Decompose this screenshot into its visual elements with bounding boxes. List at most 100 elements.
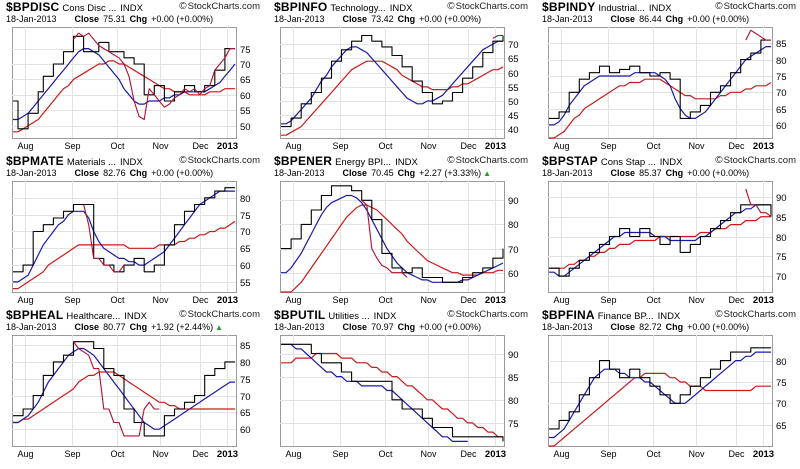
y-tick-label: 85 (776, 213, 787, 224)
chart-info-row: 18-Jan-2013 Close 82.72 Chg +0.00 (+0.00%) (542, 322, 749, 333)
brand-watermark: ©StockCharts.com (179, 309, 260, 320)
chart-description: Energy BPI... (335, 157, 392, 168)
copyright-icon: © (715, 309, 723, 320)
x-tick-label: Nov (420, 449, 437, 459)
change-value: +0.00 (+0.00%) (419, 322, 482, 332)
x-tick-label: 2013 (217, 295, 238, 306)
y-tick-label: 70 (508, 40, 519, 51)
chart-info-row: 18-Jan-2013 Close 86.44 Chg +0.00 (+0.00%) (542, 14, 749, 25)
chart-date: 18-Jan-2013 (6, 168, 57, 178)
copyright-icon: © (179, 1, 187, 12)
change-label: Chg (397, 14, 416, 24)
chart-exchange: INDX (657, 311, 681, 322)
y-tick-label: 75 (776, 378, 787, 389)
x-tick-label: Sep (64, 141, 80, 151)
x-tick-label: Dec (460, 449, 477, 459)
brand-name: StockCharts.com (187, 155, 260, 166)
chart-symbol: $BPINDY (542, 0, 596, 14)
brand-name: StockCharts.com (455, 155, 528, 166)
close-label: Close (74, 14, 100, 24)
y-tick-label: 60 (240, 425, 251, 436)
x-tick-label: Sep (64, 295, 80, 305)
close-label: Close (342, 14, 368, 24)
close-label: Close (342, 322, 368, 332)
y-tick-label: 60 (240, 261, 251, 272)
chart-header: $BPINFO Technology... INDX (274, 0, 412, 14)
change-label: Chg (129, 322, 148, 332)
brand-name: StockCharts.com (723, 155, 796, 166)
line-chart: 60 70 80 90 Aug Sep Oct Nov Dec 2013 (280, 181, 519, 306)
x-tick-label: Oct (646, 141, 661, 151)
y-tick-label: 85 (508, 373, 519, 384)
chart-info-row: 18-Jan-2013 Close 85.37 Chg +0.00 (+0.00%) (542, 168, 749, 179)
brand-name: StockCharts.com (187, 309, 260, 320)
chart-description: Cons Disc ... (62, 3, 117, 14)
x-tick-label: 2013 (485, 141, 506, 152)
x-tick-label: Dec (460, 295, 477, 305)
y-tick-label: 70 (776, 88, 787, 99)
chart-description: Cons Stap ... (600, 157, 656, 168)
chart-date: 18-Jan-2013 (6, 322, 57, 332)
series-price (281, 34, 504, 128)
y-tick-label: 65 (240, 75, 251, 86)
series-ma-short (13, 190, 235, 283)
series-price-recent (73, 341, 160, 437)
close-value: 70.45 (371, 168, 394, 178)
change-label: Chg (129, 14, 148, 24)
x-tick-label: 2013 (753, 141, 774, 152)
x-tick-label: Sep (600, 141, 616, 151)
x-tick-label: Sep (332, 449, 348, 459)
change-value: +1.92 (+2.44%) (151, 322, 214, 332)
y-tick-label: 90 (776, 193, 787, 204)
y-tick-label: 50 (240, 122, 251, 133)
x-tick-label: Sep (332, 141, 348, 151)
x-tick-label: Nov (688, 449, 705, 459)
x-tick-label: 2013 (485, 449, 506, 460)
y-tick-label: 55 (240, 278, 251, 289)
line-chart: 75 80 85 90 Aug Sep Oct Nov Dec 2013 (280, 335, 519, 460)
x-tick-label: Aug (285, 449, 301, 459)
y-tick-label: 65 (240, 244, 251, 255)
y-tick-label: 80 (776, 56, 787, 67)
x-tick-label: Oct (646, 449, 661, 459)
x-tick-label: Oct (646, 295, 661, 305)
x-tick-label: Nov (152, 295, 169, 305)
y-tick-label: 75 (776, 72, 787, 83)
x-tick-label: Sep (64, 449, 80, 459)
chart-panel-bpstap: $BPSTAP Cons Stap ... INDX ©StockCharts.com… (538, 154, 800, 308)
chart-date: 18-Jan-2013 (6, 14, 57, 24)
chart-date: 18-Jan-2013 (274, 14, 325, 24)
change-value: +0.00 (+0.00%) (419, 14, 482, 24)
copyright-icon: © (447, 309, 455, 320)
change-label: Chg (665, 14, 684, 24)
x-tick-label: 2013 (753, 449, 774, 460)
change-value: +0.00 (+0.00%) (151, 168, 214, 178)
brand-name: StockCharts.com (455, 309, 528, 320)
series-price (13, 35, 235, 130)
x-tick-label: 2013 (217, 141, 238, 152)
chart-header: $BPMATE Materials ... INDX (6, 154, 143, 168)
change-value: +0.00 (+0.00%) (151, 14, 214, 24)
copyright-icon: © (715, 1, 723, 12)
brand-watermark: ©StockCharts.com (179, 155, 260, 166)
change-value: +0.00 (+0.00%) (687, 168, 750, 178)
chart-symbol: $BPSTAP (542, 154, 598, 168)
chart-panel-bpheal: $BPHEAL Healthcare... INDX ©StockCharts.com… (2, 308, 266, 462)
brand-name: StockCharts.com (187, 1, 260, 12)
y-tick-label: 90 (508, 350, 519, 361)
y-tick-label: 50 (508, 97, 519, 108)
y-tick-label: 85 (240, 341, 251, 352)
up-triangle-icon: ▲ (215, 323, 224, 332)
chart-panel-bputil: $BPUTIL Utilities ... INDX ©StockCharts.com… (270, 308, 534, 462)
x-tick-label: Aug (553, 449, 569, 459)
chart-exchange: INDX (389, 3, 413, 14)
change-label: Chg (665, 322, 684, 332)
x-tick-label: Aug (17, 141, 33, 151)
x-tick-label: Nov (152, 449, 169, 459)
brand-watermark: ©StockCharts.com (447, 309, 528, 320)
chart-header: $BPENER Energy BPI... INDX (274, 154, 418, 168)
x-tick-label: Aug (553, 141, 569, 151)
close-value: 73.42 (371, 14, 394, 24)
x-tick-label: Dec (192, 141, 209, 151)
chart-date: 18-Jan-2013 (542, 168, 593, 178)
